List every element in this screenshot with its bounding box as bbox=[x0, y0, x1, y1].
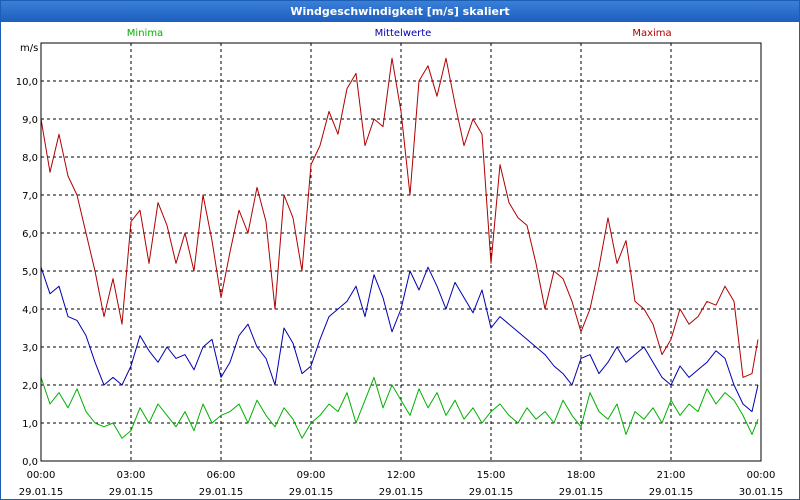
legend-minima: Minima bbox=[127, 28, 163, 39]
x-tick-date: 29.01.15 bbox=[469, 487, 514, 498]
x-tick-time: 18:00 bbox=[567, 470, 596, 481]
y-tick-label: 1,0 bbox=[22, 419, 38, 430]
y-tick-label: 6,0 bbox=[22, 229, 38, 240]
x-tick-date: 30.01.15 bbox=[739, 487, 784, 498]
plot-border bbox=[40, 42, 762, 462]
y-axis-label: m/s bbox=[20, 43, 38, 54]
x-tick-time: 06:00 bbox=[207, 470, 236, 481]
x-tick-date: 29.01.15 bbox=[109, 487, 154, 498]
x-tick-date: 29.01.15 bbox=[199, 487, 244, 498]
x-tick-time: 00:00 bbox=[747, 470, 776, 481]
series-layer bbox=[40, 57, 759, 439]
x-tick-time: 03:00 bbox=[117, 470, 146, 481]
series-line-maxima bbox=[40, 57, 759, 378]
y-tick-label: 9,0 bbox=[22, 115, 38, 126]
x-tick-time: 12:00 bbox=[387, 470, 416, 481]
y-axis-ticks: 0,0 1,0 2,0 3,0 4,0 5,0 6,0 7,0 8,0 9,0 10,0 bbox=[16, 77, 38, 468]
x-tick-date: 29.01.15 bbox=[289, 487, 334, 498]
series-line-mittelwerte bbox=[40, 266, 759, 413]
y-tick-label: 2,0 bbox=[22, 381, 38, 392]
y-tick-label: 5,0 bbox=[22, 267, 38, 278]
grid-lines bbox=[41, 43, 761, 461]
x-tick-date: 29.01.15 bbox=[379, 487, 424, 498]
x-tick-time: 15:00 bbox=[477, 470, 506, 481]
legend-mittelwerte: Mittelwerte bbox=[375, 28, 432, 39]
y-tick-label: 4,0 bbox=[22, 305, 38, 316]
y-tick-label: 10,0 bbox=[16, 77, 38, 88]
x-tick-time: 00:00 bbox=[27, 470, 56, 481]
y-tick-label: 8,0 bbox=[22, 153, 38, 164]
y-tick-label: 7,0 bbox=[22, 191, 38, 202]
series-line-minima bbox=[40, 376, 759, 439]
x-tick-date: 29.01.15 bbox=[559, 487, 604, 498]
legend-maxima: Maxima bbox=[632, 28, 671, 39]
x-tick-date: 29.01.15 bbox=[19, 487, 64, 498]
y-tick-label: 3,0 bbox=[22, 343, 38, 354]
x-tick-time: 21:00 bbox=[657, 470, 686, 481]
x-axis-ticks: 00:00 29.01.15 03:00 29.01.15 06:00 29.01.15 0… bbox=[19, 470, 784, 498]
x-tick-date: 29.01.15 bbox=[649, 487, 694, 498]
chart-title: Windgeschwindigkeit [m/s] skaliert bbox=[1, 1, 799, 22]
x-tick-time: 09:00 bbox=[297, 470, 326, 481]
y-tick-label: 0,0 bbox=[22, 457, 38, 468]
